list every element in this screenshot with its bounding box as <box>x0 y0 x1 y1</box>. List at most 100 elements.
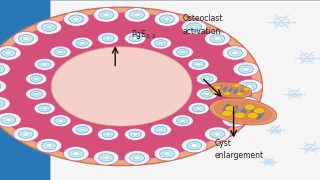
Circle shape <box>191 25 198 29</box>
Circle shape <box>5 118 12 122</box>
Circle shape <box>164 152 171 156</box>
Circle shape <box>0 113 21 127</box>
Circle shape <box>254 108 265 114</box>
Circle shape <box>187 23 202 31</box>
Bar <box>50 0 320 180</box>
Circle shape <box>188 103 209 114</box>
Circle shape <box>133 13 140 17</box>
Circle shape <box>1 116 16 124</box>
Circle shape <box>34 103 55 114</box>
Circle shape <box>79 41 85 45</box>
Circle shape <box>210 35 225 43</box>
Circle shape <box>38 61 51 68</box>
Circle shape <box>38 105 51 112</box>
Circle shape <box>231 51 238 55</box>
Circle shape <box>103 13 110 17</box>
Ellipse shape <box>234 88 238 94</box>
Circle shape <box>158 128 164 131</box>
Text: PgE$_{2,3}$: PgE$_{2,3}$ <box>131 29 157 41</box>
Circle shape <box>42 23 56 31</box>
Circle shape <box>172 46 193 58</box>
Circle shape <box>132 133 138 136</box>
Circle shape <box>0 82 1 91</box>
Circle shape <box>235 112 245 118</box>
Circle shape <box>124 8 150 22</box>
Circle shape <box>214 132 221 136</box>
Circle shape <box>132 37 138 40</box>
Circle shape <box>222 113 248 127</box>
Circle shape <box>246 84 253 88</box>
Circle shape <box>211 90 218 94</box>
Circle shape <box>242 67 250 71</box>
Circle shape <box>196 88 218 100</box>
Circle shape <box>0 79 6 94</box>
Circle shape <box>204 92 210 96</box>
Circle shape <box>150 124 172 136</box>
Circle shape <box>51 47 192 126</box>
Circle shape <box>54 117 67 124</box>
Circle shape <box>18 130 33 138</box>
Circle shape <box>124 32 146 44</box>
Circle shape <box>30 91 42 97</box>
Circle shape <box>204 77 210 80</box>
Circle shape <box>196 107 202 110</box>
Circle shape <box>236 92 244 96</box>
Circle shape <box>158 41 164 45</box>
Circle shape <box>0 13 253 160</box>
Circle shape <box>177 117 189 124</box>
Circle shape <box>105 133 111 136</box>
Circle shape <box>0 100 5 108</box>
Circle shape <box>33 77 39 80</box>
Circle shape <box>210 130 225 138</box>
Circle shape <box>99 11 114 19</box>
Text: Cyst: Cyst <box>214 139 231 148</box>
Circle shape <box>50 115 71 127</box>
Circle shape <box>79 128 85 131</box>
Circle shape <box>192 105 205 112</box>
Circle shape <box>201 91 213 97</box>
Circle shape <box>191 144 198 148</box>
Circle shape <box>0 67 1 71</box>
Circle shape <box>45 25 52 29</box>
Ellipse shape <box>210 98 277 125</box>
Circle shape <box>238 65 253 73</box>
Circle shape <box>102 131 114 138</box>
Circle shape <box>214 37 221 41</box>
Circle shape <box>93 151 119 165</box>
Circle shape <box>72 37 93 49</box>
Circle shape <box>102 35 114 42</box>
Circle shape <box>0 46 21 60</box>
Circle shape <box>233 84 240 87</box>
Circle shape <box>26 73 47 85</box>
Circle shape <box>172 115 193 127</box>
Circle shape <box>233 62 259 76</box>
Ellipse shape <box>256 111 264 120</box>
Circle shape <box>130 154 144 162</box>
Circle shape <box>76 126 89 133</box>
Circle shape <box>45 144 52 148</box>
Circle shape <box>187 141 202 150</box>
Circle shape <box>129 131 141 138</box>
Circle shape <box>73 152 80 156</box>
Circle shape <box>93 8 119 22</box>
Circle shape <box>69 15 84 23</box>
Circle shape <box>231 118 238 122</box>
Circle shape <box>42 141 56 150</box>
Circle shape <box>0 65 5 73</box>
Circle shape <box>76 40 89 47</box>
Circle shape <box>0 62 10 76</box>
Circle shape <box>42 107 48 110</box>
Circle shape <box>26 88 47 100</box>
Circle shape <box>34 58 55 70</box>
Circle shape <box>160 15 174 23</box>
Ellipse shape <box>223 86 227 92</box>
Circle shape <box>192 61 205 68</box>
Circle shape <box>13 31 39 46</box>
Ellipse shape <box>214 100 273 123</box>
Ellipse shape <box>231 105 238 114</box>
Circle shape <box>130 11 144 19</box>
Ellipse shape <box>228 87 233 93</box>
Circle shape <box>242 102 250 106</box>
Circle shape <box>69 150 84 158</box>
Circle shape <box>181 138 207 153</box>
